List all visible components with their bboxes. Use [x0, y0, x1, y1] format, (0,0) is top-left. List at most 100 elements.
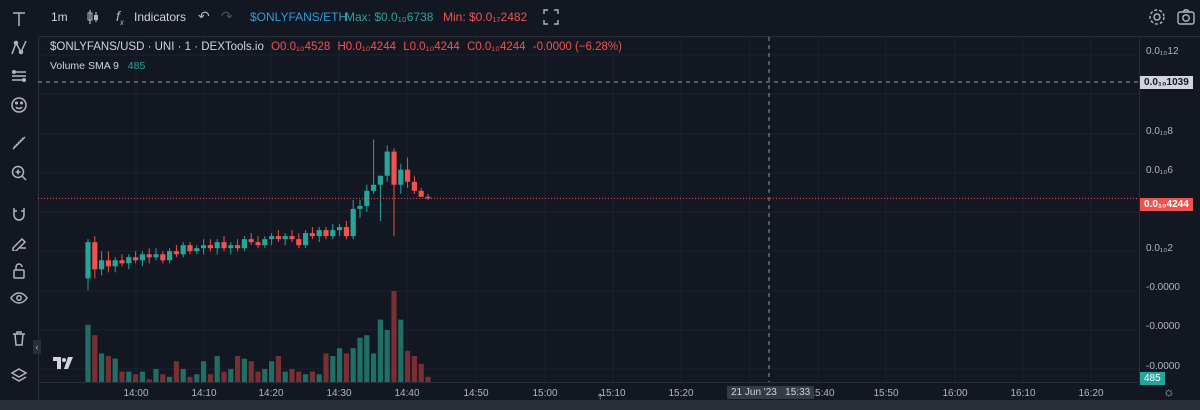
volume-bar [214, 356, 220, 382]
volume-bar [228, 369, 234, 382]
trash-icon[interactable] [9, 328, 29, 348]
candle-body [133, 257, 139, 261]
legend-change: -0.0000 (−6.28%) [532, 41, 622, 53]
chart-legend: $ONLYFANS/USD · UNI · 1 · DEXTools.io O0… [50, 41, 622, 53]
price-tick: -0.0000 [1146, 282, 1180, 293]
candle-body [153, 254, 159, 258]
candle-body [309, 233, 315, 237]
volume-bar [119, 371, 125, 382]
candle-body [92, 242, 98, 270]
redo-icon[interactable]: ↷ [221, 8, 233, 24]
camera-icon[interactable] [1176, 8, 1196, 29]
time-tick: 15:40 [809, 388, 835, 399]
volume-bar [133, 374, 139, 382]
candle-body [364, 190, 370, 206]
candle-body [221, 242, 227, 249]
volume-bar [405, 350, 411, 382]
candle-body [85, 242, 91, 279]
volume-bar [173, 361, 179, 382]
legend-close: C0.0₁₀4244 [467, 41, 526, 53]
volume-bar [398, 319, 404, 382]
volume-bar [221, 371, 227, 382]
volume-bar [411, 356, 417, 382]
time-tick: 14:30 [326, 388, 352, 399]
eye-icon[interactable] [9, 288, 29, 308]
pattern-tool-icon[interactable] [9, 38, 29, 58]
collapse-toolbar-icon[interactable]: ‹ [33, 340, 41, 354]
time-axis[interactable] [38, 382, 1139, 401]
volume-bar [384, 330, 390, 382]
timeframe-button[interactable]: 1m [51, 10, 68, 24]
candle-body [187, 245, 193, 252]
bottom-scrollbar[interactable] [0, 400, 1200, 410]
layers-icon[interactable] [9, 365, 29, 385]
draw-lock-icon[interactable] [9, 232, 29, 252]
scroll-up-icon[interactable]: ⇡ [596, 393, 605, 404]
max-price-label: Max: $0.0₁₀6738 [345, 10, 434, 24]
volume-bar [371, 353, 377, 382]
lock-icon[interactable] [9, 261, 29, 281]
candle-body [323, 230, 329, 237]
volume-bar [187, 376, 193, 382]
chart-top-bar: 1m fx Indicators ↶ ↷ $ONLYFANS/ETH Max: … [38, 0, 1200, 37]
volume-bar [126, 371, 132, 382]
volume-bar [269, 361, 275, 382]
time-tick: 14:50 [463, 388, 489, 399]
candle-type-icon[interactable] [86, 8, 100, 29]
time-tick: 14:10 [191, 388, 217, 399]
volume-bar [167, 376, 173, 382]
settings-gear-icon[interactable] [1148, 8, 1166, 29]
axis-settings-gear-icon[interactable]: ☼ [1163, 384, 1175, 399]
candle-body [228, 245, 234, 249]
candle-body [105, 260, 111, 267]
price-chart[interactable] [38, 37, 1139, 382]
emoji-icon[interactable] [9, 95, 29, 115]
ruler-icon[interactable] [9, 133, 29, 153]
fullscreen-icon[interactable] [543, 9, 559, 28]
volume-bar [330, 356, 336, 382]
candle-body [384, 151, 390, 176]
volume-bar [207, 374, 213, 382]
candle-body [139, 254, 145, 261]
price-axis[interactable] [1139, 37, 1200, 382]
candle-body [337, 227, 343, 231]
candle-body [357, 205, 363, 209]
candle-body [173, 251, 179, 255]
time-tick: 16:20 [1078, 388, 1104, 399]
volume-bar [343, 353, 349, 382]
volume-bar [391, 291, 397, 382]
volume-bar [92, 335, 98, 382]
prediction-tool-icon[interactable] [9, 66, 29, 86]
volume-bar [323, 353, 329, 382]
volume-bar [153, 369, 159, 382]
volume-bar [337, 348, 343, 382]
zoom-in-icon[interactable] [9, 163, 29, 183]
candle-body [214, 242, 220, 249]
legend-open: O0.0₁₀4528 [271, 41, 331, 53]
text-tool-icon[interactable] [9, 9, 29, 29]
pair-label[interactable]: $ONLYFANS/ETH [250, 10, 348, 24]
candle-body [146, 254, 152, 258]
candle-body [248, 239, 254, 243]
volume-bar [289, 369, 295, 382]
indicators-icon[interactable]: fx [116, 8, 124, 27]
magnet-icon[interactable] [9, 204, 29, 224]
volume-bar [201, 361, 207, 382]
undo-icon[interactable]: ↶ [198, 8, 210, 24]
candle-body [398, 169, 404, 185]
time-tick: 15:10 [600, 388, 626, 399]
candle-body [167, 251, 173, 261]
left-toolbar [0, 0, 39, 400]
candle-body [391, 151, 397, 185]
legend-high: H0.0₁₀4244 [337, 41, 396, 53]
volume-bar [248, 361, 254, 382]
tradingview-logo [52, 356, 74, 373]
crosshair-price-label: 0.0₁₀1039 [1140, 76, 1193, 89]
candle-body [303, 233, 309, 246]
price-tick: 0.0₁₀12 [1146, 46, 1179, 57]
candle-body [330, 230, 336, 237]
candle-body [275, 236, 281, 240]
candle-body [377, 175, 383, 185]
candle-body [194, 248, 200, 252]
indicators-button[interactable]: Indicators [134, 10, 187, 24]
